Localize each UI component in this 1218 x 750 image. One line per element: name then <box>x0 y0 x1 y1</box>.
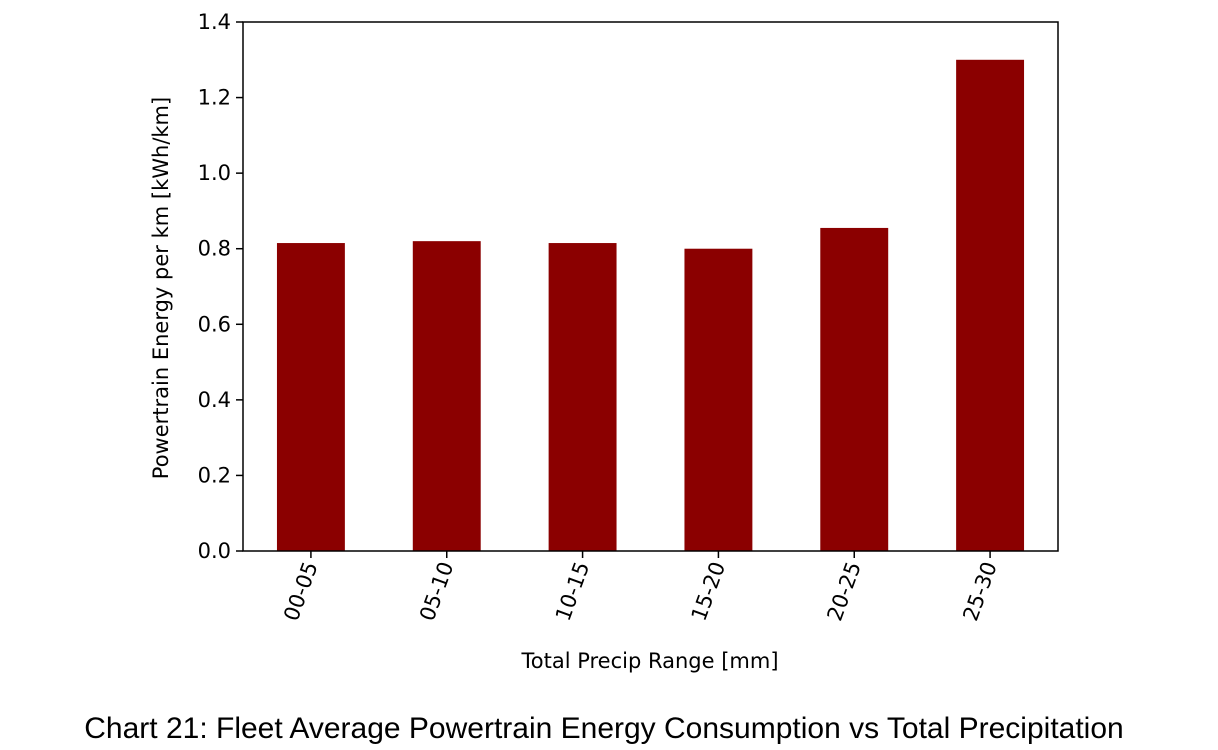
y-tick-label: 1.0 <box>198 161 231 185</box>
bar <box>412 241 481 551</box>
bar <box>548 243 617 551</box>
x-tick-label: 15-20 <box>687 559 730 625</box>
bar <box>684 248 753 551</box>
bar <box>820 227 889 552</box>
bar <box>276 243 345 551</box>
y-tick-label: 0.4 <box>198 388 231 412</box>
y-axis-label: Powertrain Energy per km [kWh/km] <box>149 97 173 479</box>
y-tick-label: 1.2 <box>198 86 231 110</box>
x-tick-label: 00-05 <box>279 559 322 625</box>
x-tick-label: 25-30 <box>958 559 1001 625</box>
plot-frame <box>242 21 1059 552</box>
x-tick-label: 20-25 <box>823 559 866 625</box>
bar <box>956 59 1025 552</box>
y-tick-label: 1.4 <box>198 10 231 34</box>
y-tick-label: 0.2 <box>198 463 231 487</box>
x-tick-label: 10-15 <box>551 559 594 625</box>
y-tick-label: 0.6 <box>198 312 231 336</box>
y-tick-label: 0.8 <box>198 237 231 261</box>
caption: Chart 21: Fleet Average Powertrain Energ… <box>84 712 1123 745</box>
y-tick-label: 0.0 <box>198 539 231 563</box>
x-tick-label: 05-10 <box>415 559 458 625</box>
x-axis-label: Total Precip Range [mm] <box>520 649 778 673</box>
